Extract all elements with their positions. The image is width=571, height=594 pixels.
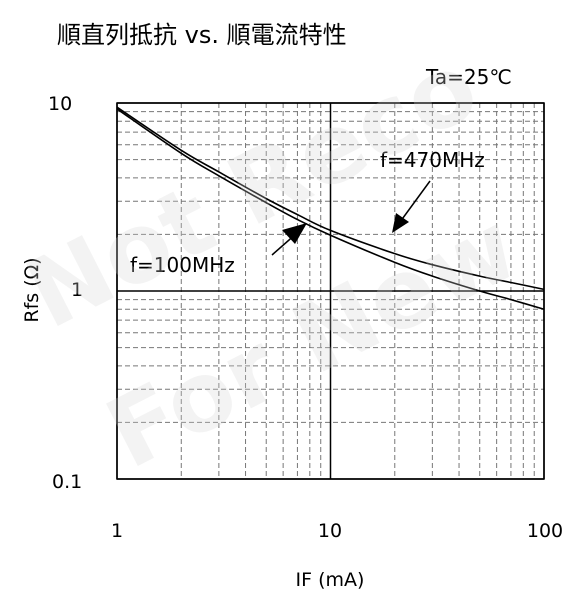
annotation-470mhz: f=470MHz <box>380 148 485 233</box>
y-axis-label: Rfs (Ω) <box>21 257 43 322</box>
series-label-470mhz: f=470MHz <box>380 148 485 172</box>
series-label-100mhz: f=100MHz <box>130 253 235 277</box>
series-line-f-100mhz <box>116 108 545 310</box>
y-tick-label: 10 <box>48 93 72 115</box>
arrow-470mhz-head <box>392 213 409 233</box>
watermark: Not Reco For New <box>10 29 535 490</box>
y-tick-label: 0.1 <box>52 471 82 493</box>
x-tick-label: 1 <box>111 520 123 542</box>
x-tick-label: 100 <box>527 520 563 542</box>
arrow-100mhz-head <box>282 223 307 244</box>
y-tick-labels: 10 1 0.1 <box>48 93 83 493</box>
condition-label: Ta=25℃ <box>425 65 512 89</box>
chart-title: 順直列抵抗 vs. 順電流特性 <box>57 21 347 49</box>
x-axis-label: IF (mA) <box>296 569 365 591</box>
plot-frame <box>116 102 545 480</box>
arrow-470mhz-line <box>399 180 431 223</box>
series-layer <box>116 106 545 310</box>
x-tick-label: 10 <box>318 520 342 542</box>
y-tick-label: 1 <box>71 279 83 301</box>
annotation-100mhz: f=100MHz <box>130 223 307 277</box>
series-line-f-470mhz <box>116 106 545 291</box>
x-tick-labels: 1 10 100 <box>111 520 563 542</box>
